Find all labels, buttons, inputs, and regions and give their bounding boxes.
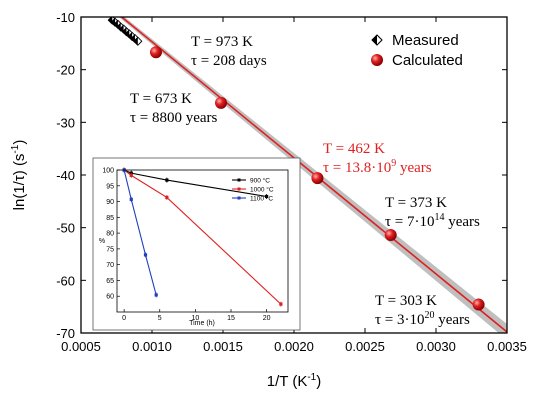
- inset-y-tick-label: 65: [106, 278, 114, 285]
- inset-x-tick-label: 10: [191, 315, 199, 322]
- fit-line: [120, 17, 507, 333]
- x-tick-label: 0.0010: [132, 339, 172, 354]
- inset-legend-marker: [237, 178, 241, 182]
- inset-point: [279, 302, 283, 306]
- annotation-lifetime: τ = 3·1020 years: [375, 310, 470, 328]
- annotation-temperature: T = 673 K: [130, 91, 192, 107]
- inset-y-tick-label: 75: [106, 246, 114, 253]
- inset-legend-label: 1000 °C: [250, 186, 274, 194]
- inset-frame: [116, 169, 289, 313]
- inset-y-axis-title: %: [99, 238, 105, 245]
- y-tick-label: -40: [56, 168, 75, 183]
- inset-point: [265, 194, 269, 199]
- points-layer: [107, 17, 485, 311]
- inset-chart: 0 5 10 15 20 100 95 90 85 80 75 70 65 60 Time (h) % 9…: [92, 157, 301, 331]
- inset-axes: 0 5 10 15 20 100 95 90 85 80 75 70 65 60: [102, 168, 270, 323]
- calculated-point: [311, 172, 324, 185]
- legend-label-calculated: Calculated: [392, 52, 463, 69]
- x-axis-title: 1/T (K-1): [267, 372, 321, 390]
- inset-x-axis-title: Time (h): [189, 320, 215, 327]
- inset-y-tick-label: 70: [106, 262, 114, 269]
- legend-marker-measured: [371, 34, 383, 46]
- y-axis: -10 -20 -30 -40 -50 -60 -70: [56, 10, 507, 341]
- x-tick-label: 0.0025: [345, 339, 385, 354]
- x-axis: 0.0005 0.0010 0.0015 0.0020 0.0025 0.0030 0.00…: [61, 17, 527, 354]
- x-tick-label: 0.0035: [487, 339, 527, 354]
- inset-point: [129, 197, 133, 201]
- inset-legend-label: 1100 °C: [250, 195, 273, 203]
- annotation-lifetime: τ = 7·1014 years: [385, 212, 480, 230]
- inset-series-line: [123, 169, 267, 198]
- inset-y-tick-label: 60: [106, 294, 114, 301]
- inset-legend-marker: [237, 187, 241, 191]
- annotations: T = 973 K τ = 208 days T = 673 K τ = 8800 y…: [130, 34, 480, 328]
- annotation-temperature: T = 973 K: [191, 34, 253, 50]
- y-tick-label: -30: [56, 115, 75, 130]
- inset-series-line: [123, 169, 157, 296]
- annotation-lifetime: τ = 208 days: [191, 53, 267, 69]
- annotation-lifetime: τ = 13.8·109 years: [323, 158, 432, 176]
- inset-x-tick-label: 20: [263, 315, 271, 322]
- inset-x-tick-label: 5: [158, 315, 162, 322]
- y-tick-label: -20: [56, 63, 75, 78]
- inset-series-line: [123, 169, 282, 305]
- legend-marker-calculated: [371, 54, 383, 66]
- inset-background: [92, 157, 301, 331]
- inset-x-tick-label: 0: [122, 315, 126, 322]
- y-tick-label: -70: [56, 326, 75, 341]
- inset-point: [143, 253, 148, 257]
- inset-y-tick-label: 100: [102, 168, 114, 175]
- x-tick-label: 0.0020: [274, 339, 314, 354]
- legend: Measured Calculated: [371, 32, 463, 69]
- calculated-point: [215, 96, 228, 109]
- inset-y-tick-label: 90: [106, 199, 114, 206]
- inset-y-tick-label: 95: [106, 183, 114, 190]
- measured-point: [133, 36, 143, 46]
- inset-y-tick-label: 85: [106, 215, 114, 222]
- inset-x-tick-label: 15: [227, 315, 235, 322]
- x-tick-label: 0.0005: [61, 339, 101, 354]
- calculated-point: [384, 229, 397, 242]
- calculated-point: [149, 46, 162, 59]
- inset-point: [129, 173, 133, 177]
- annotation-lifetime: τ = 8800 years: [130, 110, 218, 126]
- annotation-temperature: T = 373 K: [385, 195, 447, 211]
- y-tick-label: -10: [56, 10, 75, 25]
- y-tick-label: -50: [56, 221, 75, 236]
- inset-point: [154, 293, 158, 297]
- x-tick-label: 0.0015: [203, 339, 243, 354]
- inset-y-tick-label: 80: [106, 231, 114, 238]
- y-tick-label: -60: [56, 273, 75, 288]
- inset-legend-label: 900 °C: [250, 177, 270, 185]
- inset-point: [165, 178, 169, 182]
- inset-point: [165, 195, 169, 200]
- legend-label-measured: Measured: [392, 32, 459, 49]
- annotation-temperature: T = 303 K: [375, 293, 437, 309]
- y-axis-title: ln(1/τ) (s-1): [10, 140, 28, 211]
- calculated-point: [472, 298, 485, 311]
- annotation-temperature: T = 462 K: [323, 141, 385, 157]
- x-tick-label: 0.0030: [416, 339, 456, 354]
- inset-legend-marker: [237, 196, 241, 200]
